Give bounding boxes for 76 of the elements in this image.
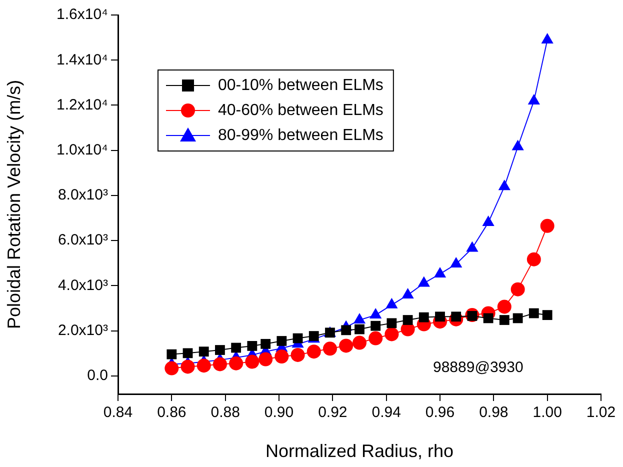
point	[510, 282, 525, 296]
point	[322, 342, 337, 356]
point	[450, 257, 462, 268]
point	[339, 338, 354, 353]
x-tick-label: 0.86	[157, 404, 186, 422]
point	[497, 300, 512, 314]
annotation: 98889@3930	[433, 359, 524, 376]
point	[418, 312, 429, 322]
y-tick-label: 1.6x10⁴	[56, 6, 108, 24]
x-tick-label: 0.92	[318, 404, 348, 422]
legend-label: 00-10% between ELMs	[218, 76, 384, 94]
y-tick-label: 2.0x10³	[58, 322, 108, 339]
point	[352, 336, 366, 350]
point	[528, 94, 540, 104]
point	[212, 357, 227, 372]
point	[384, 327, 399, 342]
point	[528, 308, 539, 318]
point	[231, 342, 242, 353]
y-tick-label: 1.0x10⁴	[56, 142, 108, 158]
point	[386, 318, 397, 328]
y-tick-label: 6.0x10³	[58, 232, 108, 249]
point	[540, 218, 554, 233]
x-tick-label: 0.98	[479, 404, 508, 422]
point	[260, 338, 271, 349]
x-tick-label: 0.94	[372, 404, 401, 422]
point	[526, 252, 541, 266]
point	[306, 344, 321, 359]
point	[276, 336, 287, 346]
point	[182, 348, 193, 358]
point	[402, 315, 413, 325]
point	[370, 308, 382, 319]
legend-label: 80-99% between ELMs	[218, 126, 384, 144]
x-tick-label: 0.90	[264, 404, 294, 422]
x-tick-label: 1.02	[586, 404, 616, 422]
x-axis-title: Normalized Radius, rho	[265, 441, 454, 462]
point	[292, 333, 303, 344]
point	[247, 341, 258, 351]
legend-label: 40-60% between ELMs	[218, 102, 384, 119]
point	[198, 346, 209, 357]
point	[482, 216, 494, 226]
y-tick-label: 8.0x10³	[58, 186, 108, 204]
point	[290, 348, 305, 362]
point	[354, 324, 364, 334]
point	[435, 312, 445, 322]
point	[245, 354, 260, 369]
point	[274, 350, 289, 364]
y-tick-label: 1.4x10⁴	[56, 51, 108, 68]
point	[498, 180, 510, 190]
x-tick-label: 0.88	[210, 404, 240, 422]
point	[370, 320, 381, 331]
y-axis-title: Poloidal Rotation Velocity (m/s)	[4, 80, 24, 330]
point	[368, 331, 383, 346]
point	[215, 345, 225, 355]
point	[466, 241, 478, 252]
point	[542, 310, 552, 320]
point	[196, 358, 211, 373]
point	[229, 356, 244, 370]
point	[434, 266, 446, 278]
x-tick-label: 0.84	[103, 404, 133, 422]
point	[483, 313, 494, 324]
point	[418, 276, 430, 287]
point	[164, 361, 179, 376]
y-tick-label: 0.0	[87, 367, 108, 384]
point	[166, 349, 177, 360]
point	[541, 33, 554, 44]
point	[180, 360, 195, 374]
x-tick-label: 1.00	[532, 404, 562, 422]
point	[512, 140, 524, 150]
point	[499, 315, 510, 325]
point	[353, 313, 366, 324]
x-tick-label: 0.96	[425, 404, 455, 422]
y-tick-label: 1.2x10⁴	[56, 96, 108, 114]
point	[341, 325, 352, 336]
y-tick-label: 4.0x10³	[58, 276, 108, 294]
point	[258, 352, 273, 366]
point	[512, 313, 523, 324]
